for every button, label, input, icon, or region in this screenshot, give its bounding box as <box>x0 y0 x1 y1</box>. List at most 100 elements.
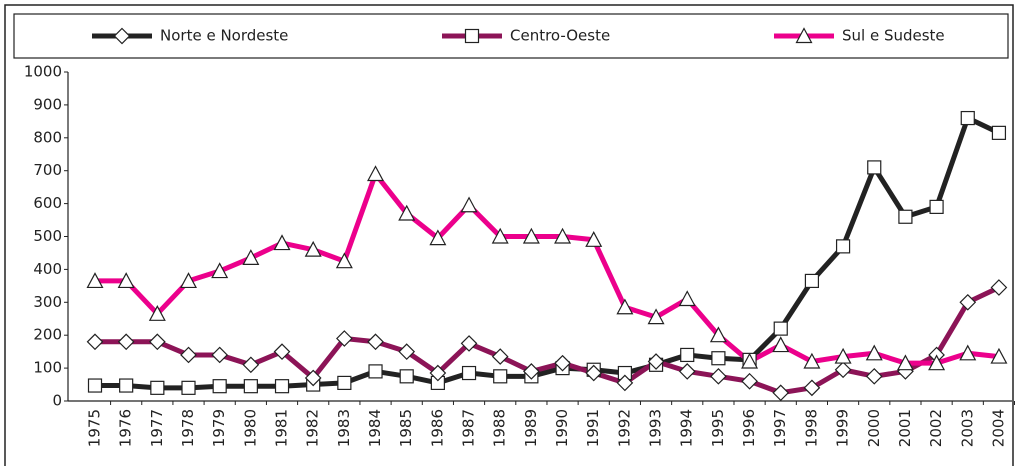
marker <box>429 229 447 246</box>
marker <box>772 336 790 353</box>
marker <box>429 364 447 382</box>
y-tick-label: 600 <box>33 194 62 212</box>
x-tick-label: 1980 <box>241 409 259 447</box>
marker <box>304 369 322 387</box>
x-tick-label: 1997 <box>771 409 789 447</box>
marker <box>678 363 696 380</box>
marker <box>117 333 135 351</box>
marker <box>113 27 131 45</box>
marker <box>795 27 813 44</box>
marker <box>990 347 1008 364</box>
marker <box>678 290 696 307</box>
marker <box>367 165 385 182</box>
marker <box>117 272 135 289</box>
marker <box>647 353 665 370</box>
marker <box>709 326 727 343</box>
y-tick-label: 400 <box>33 260 62 278</box>
marker <box>336 330 353 347</box>
x-tick-label: 2002 <box>927 409 945 447</box>
marker <box>523 363 540 380</box>
marker <box>119 378 134 393</box>
marker <box>180 346 197 364</box>
marker <box>834 361 852 379</box>
marker <box>304 240 322 257</box>
marker <box>991 125 1007 140</box>
frame <box>4 4 1014 466</box>
x-tick-label: 1988 <box>491 409 509 447</box>
x-tick-label: 2004 <box>989 409 1007 447</box>
x-tick-label: 1996 <box>740 409 758 447</box>
y-tick-label: 700 <box>33 161 62 179</box>
marker <box>180 272 198 289</box>
marker <box>585 231 603 247</box>
x-tick-label: 1977 <box>148 409 166 447</box>
marker <box>242 356 260 374</box>
y-tick-label: 300 <box>33 293 62 311</box>
marker <box>273 343 291 360</box>
marker <box>741 352 759 369</box>
marker <box>554 227 572 244</box>
y-tick-label: 1000 <box>24 63 62 81</box>
marker <box>959 293 977 311</box>
x-tick-label: 1984 <box>366 409 384 447</box>
marker <box>835 239 851 254</box>
series-line <box>95 285 1001 396</box>
marker <box>867 160 882 175</box>
marker <box>865 367 883 385</box>
marker <box>464 28 480 44</box>
marker <box>929 199 944 214</box>
marker <box>148 305 166 321</box>
x-tick-label: 1978 <box>179 409 197 447</box>
marker <box>367 333 384 351</box>
x-tick-label: 1999 <box>834 409 852 447</box>
marker <box>211 262 229 279</box>
marker <box>710 367 727 385</box>
marker <box>368 364 383 379</box>
marker <box>337 375 352 391</box>
x-tick-label: 1989 <box>522 409 540 447</box>
x-tick-label: 1987 <box>460 409 478 447</box>
legend-label: Norte e Nordeste <box>160 27 288 45</box>
marker <box>399 369 414 384</box>
marker <box>554 354 571 372</box>
marker <box>461 365 477 381</box>
marker <box>86 272 104 289</box>
y-tick-label: 200 <box>33 326 62 344</box>
x-tick-label: 1982 <box>304 409 322 447</box>
series-line <box>95 115 1001 391</box>
marker <box>491 348 509 365</box>
marker <box>773 321 788 336</box>
marker <box>148 333 166 351</box>
marker <box>491 227 509 244</box>
marker <box>211 346 229 364</box>
marker <box>335 252 353 269</box>
marker <box>212 379 227 394</box>
marker <box>274 379 290 394</box>
marker <box>896 354 914 371</box>
x-tick-label: 1979 <box>210 409 228 447</box>
marker <box>243 379 258 394</box>
x-tick-label: 1991 <box>584 409 602 447</box>
marker <box>960 110 975 126</box>
legend-label: Sul e Sudeste <box>842 27 945 45</box>
x-tick-label: 1983 <box>335 409 353 447</box>
x-tick-label: 1976 <box>117 409 135 447</box>
x-tick-label: 2001 <box>896 409 914 447</box>
marker <box>273 234 291 251</box>
legend-box <box>13 13 1009 59</box>
marker <box>585 364 603 382</box>
marker <box>181 380 196 395</box>
y-tick-label: 900 <box>33 95 62 113</box>
marker <box>990 279 1008 296</box>
x-tick-label: 1986 <box>428 409 446 447</box>
marker <box>772 384 790 402</box>
marker <box>803 379 821 397</box>
marker <box>616 374 634 392</box>
x-tick-label: 2000 <box>865 409 883 447</box>
marker <box>647 308 665 325</box>
x-tick-label: 1985 <box>397 409 415 447</box>
marker <box>741 372 758 390</box>
marker <box>803 352 821 369</box>
marker <box>804 273 820 289</box>
marker <box>150 380 165 395</box>
